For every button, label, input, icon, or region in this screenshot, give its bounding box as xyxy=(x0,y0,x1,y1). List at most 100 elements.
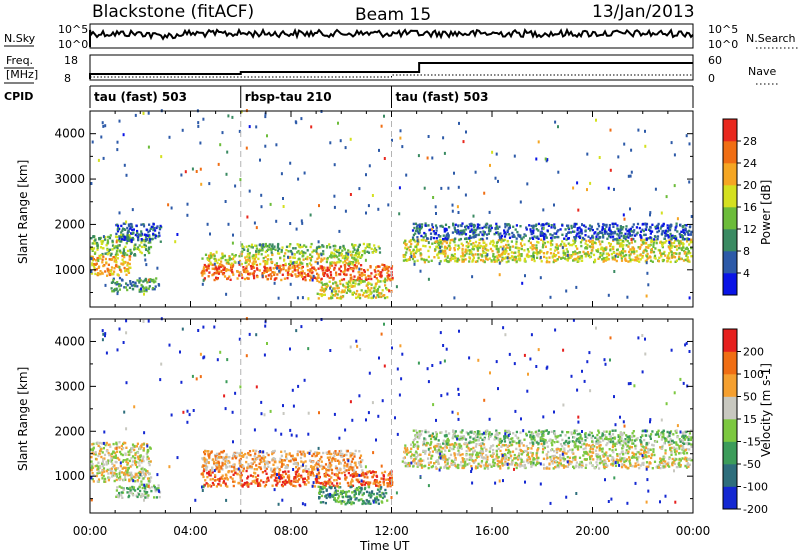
velocity-cell xyxy=(349,455,352,458)
power-cells xyxy=(90,109,693,301)
power-cell xyxy=(116,281,119,284)
power-cell xyxy=(287,269,290,273)
velocity-cell xyxy=(300,476,303,479)
power-cell xyxy=(374,285,377,288)
power-cell xyxy=(105,244,108,247)
power-cell xyxy=(587,253,590,256)
power-cell xyxy=(685,254,688,257)
power-cell xyxy=(680,242,683,245)
power-cell xyxy=(363,280,366,283)
power-cell xyxy=(529,241,532,244)
velocity-cell xyxy=(406,448,409,452)
power-cell xyxy=(250,245,253,249)
power-cell xyxy=(367,288,370,291)
power-cell xyxy=(474,170,477,174)
velocity-cell xyxy=(101,442,104,445)
power-cell xyxy=(666,224,669,227)
cpid-segment-label: tau (fast) 503 xyxy=(94,90,187,104)
power-cell xyxy=(367,251,371,254)
power-cell xyxy=(251,262,254,265)
power-cell xyxy=(508,224,511,227)
power-cell xyxy=(580,228,583,232)
power-cell xyxy=(138,277,141,280)
power-cell xyxy=(493,258,496,261)
power-cell xyxy=(653,238,656,241)
power-cell xyxy=(607,293,610,297)
power-cell xyxy=(576,181,579,185)
power-cell xyxy=(333,290,336,293)
power-cell xyxy=(649,236,652,239)
power-cell xyxy=(413,226,416,230)
power-cell xyxy=(681,235,684,238)
power-cell xyxy=(325,282,328,286)
power-cell xyxy=(233,255,236,258)
power-cell xyxy=(543,241,546,245)
power-cell xyxy=(211,254,214,257)
velocity-cell xyxy=(119,475,122,478)
velocity-cell xyxy=(242,469,245,473)
power-cell xyxy=(645,228,648,231)
power-cell xyxy=(537,140,540,144)
power-cell xyxy=(367,296,370,299)
power-cell xyxy=(544,235,547,238)
velocity-cell xyxy=(354,498,357,501)
velocity-cell xyxy=(146,443,149,446)
power-cell xyxy=(469,234,472,238)
velocity-cell xyxy=(358,498,361,502)
velocity-cell xyxy=(208,456,211,460)
power-cell xyxy=(554,236,557,239)
velocity-cell xyxy=(364,502,367,505)
power-cell xyxy=(620,231,623,235)
velocity-cell xyxy=(247,452,250,455)
power-cell xyxy=(472,245,475,248)
power-cell xyxy=(108,273,111,276)
velocity-cell xyxy=(325,496,328,500)
velocity-cell xyxy=(258,482,261,486)
power-cell xyxy=(578,257,581,260)
power-cell xyxy=(629,234,632,238)
power-cell xyxy=(582,250,585,254)
velocity-cell xyxy=(354,449,357,453)
power-cell xyxy=(313,267,316,271)
power-cell xyxy=(404,246,407,250)
power-cell xyxy=(495,222,498,226)
velocity-cell xyxy=(242,467,245,470)
power-cell xyxy=(623,254,626,258)
power-cell xyxy=(205,269,208,272)
power-cell xyxy=(646,257,649,260)
power-cell xyxy=(501,247,504,251)
power-cell xyxy=(380,124,383,128)
power-cell xyxy=(567,256,570,259)
velocity-cell xyxy=(352,469,355,472)
power-cell xyxy=(368,246,371,249)
velocity-cell xyxy=(280,459,284,462)
power-cell xyxy=(195,170,198,173)
power-cell xyxy=(322,287,325,291)
velocity-cell xyxy=(134,452,137,455)
power-cell xyxy=(262,257,265,260)
power-cell xyxy=(486,258,489,261)
velocity-cell xyxy=(351,484,355,487)
power-cell xyxy=(226,259,230,262)
power-cell xyxy=(104,283,107,287)
power-cell xyxy=(489,229,492,233)
power-cell xyxy=(462,232,465,235)
power-cell xyxy=(353,257,356,260)
power-cell xyxy=(343,290,346,294)
velocity-cell xyxy=(349,474,352,477)
power-cell xyxy=(584,246,588,249)
power-cell xyxy=(119,251,123,254)
power-cell xyxy=(588,245,591,248)
power-cell xyxy=(649,259,653,262)
power-cell xyxy=(148,229,151,232)
power-cell xyxy=(685,246,689,250)
velocity-cell xyxy=(118,485,121,488)
power-cell xyxy=(604,259,607,262)
power-cell xyxy=(303,244,306,247)
power-cell xyxy=(477,253,480,256)
power-cell xyxy=(475,234,478,237)
velocity-cell xyxy=(150,485,153,489)
velocity-cell xyxy=(337,476,340,479)
power-cell xyxy=(517,254,520,258)
power-cell xyxy=(303,171,306,175)
